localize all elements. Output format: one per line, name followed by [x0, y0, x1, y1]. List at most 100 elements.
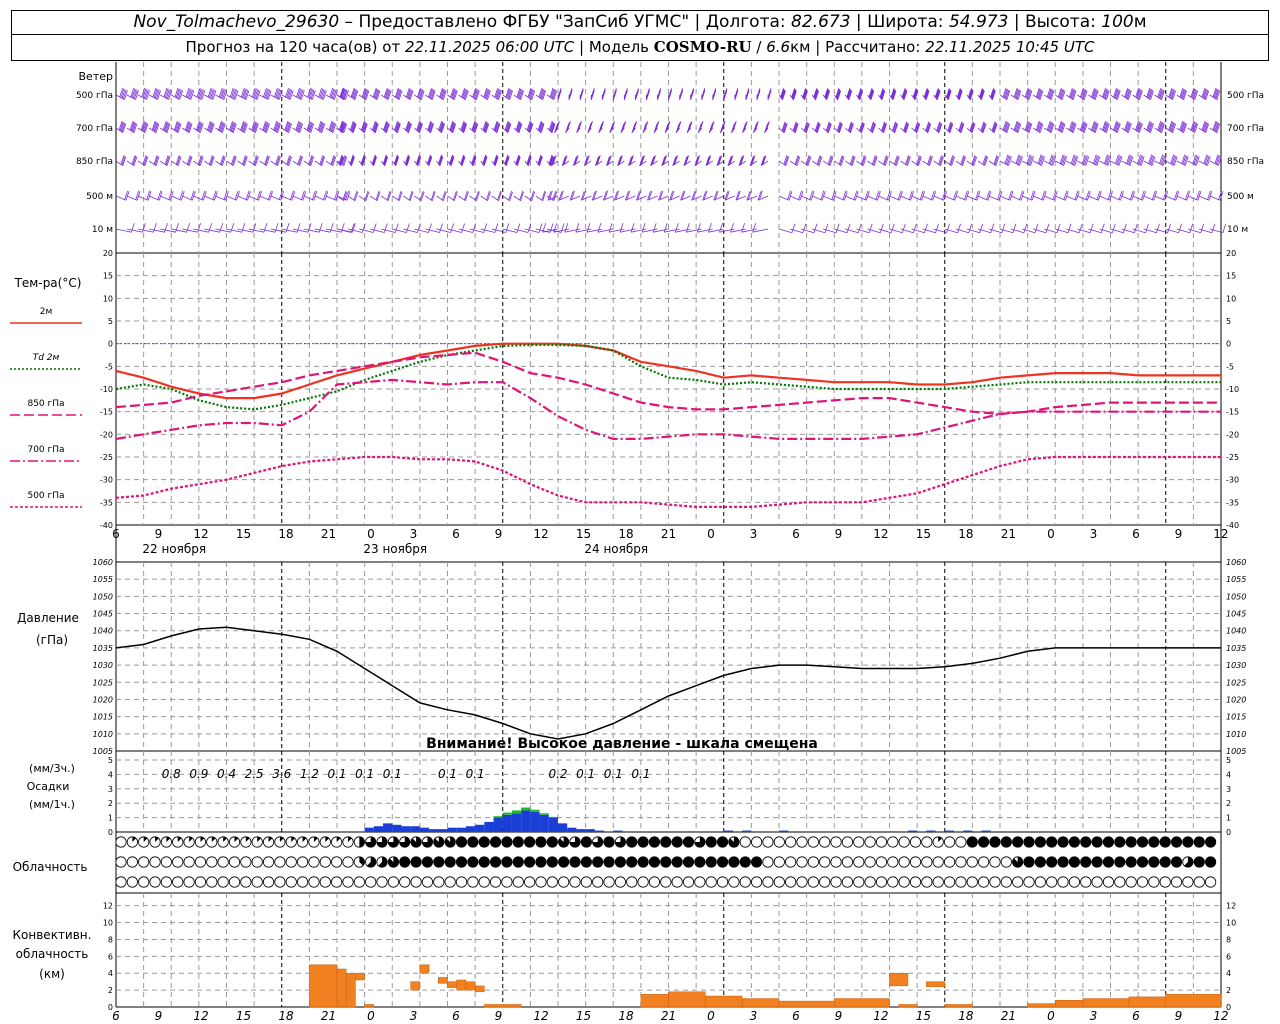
temp-series-line	[115, 342, 1221, 400]
precip-total-label: 3.6	[272, 767, 291, 781]
cloud-circle	[841, 856, 854, 868]
wind-barb	[414, 223, 432, 233]
wind-barb	[708, 121, 715, 134]
cloud-fill	[378, 856, 388, 868]
hour-label: 3	[410, 1009, 418, 1023]
wind-barb	[359, 223, 377, 233]
wind-barb	[1010, 223, 1028, 234]
conv-cloud-bar	[1128, 996, 1166, 1008]
precip-bar	[631, 831, 641, 832]
conv-cloud-bar	[926, 981, 945, 987]
wind-barb	[1010, 154, 1023, 166]
wind-barb	[314, 120, 326, 134]
cloud-circle	[489, 836, 502, 848]
cloud-circle	[1080, 836, 1092, 848]
wind-barb	[336, 190, 348, 202]
cloud-circle	[1068, 856, 1081, 868]
wind-level-label: 500 м	[86, 192, 113, 202]
wind-barb	[944, 88, 952, 101]
precip-bar	[410, 826, 420, 832]
wind-barb	[749, 155, 758, 167]
cloud-circle	[296, 876, 309, 888]
date-label: 24 ноября	[584, 542, 648, 556]
wind-barb	[845, 223, 862, 234]
pressure-tick-label: 1040	[93, 627, 113, 636]
conv-cloud-bar	[419, 964, 430, 974]
temp-tick-label: -25	[1226, 453, 1239, 462]
cloud-circle	[921, 856, 933, 868]
wind-barb	[697, 121, 704, 134]
wind-barb	[800, 88, 808, 101]
wind-barb	[270, 155, 281, 167]
precip-conv-bar	[548, 816, 558, 818]
temp-tick-label: -30	[100, 476, 113, 485]
precip-bar	[944, 830, 954, 832]
cloud-circle	[819, 876, 831, 888]
hour-label: 3	[410, 527, 418, 541]
wind-barb	[580, 190, 592, 201]
hour-label: 18	[958, 527, 973, 541]
cloud-circle	[172, 856, 184, 868]
conv-tick-label: 0	[108, 1003, 113, 1012]
wind-barb	[292, 120, 303, 134]
wind-barb	[226, 87, 239, 100]
cloud-circle	[194, 876, 207, 888]
wind-barb	[546, 190, 558, 202]
wind-barb	[480, 87, 491, 101]
cloud-fill	[189, 836, 193, 842]
cloud-circle	[160, 856, 172, 868]
wind-barb	[553, 223, 570, 233]
wind-barb	[686, 121, 693, 134]
hour-label: 15	[236, 527, 251, 541]
wind-barb	[1021, 154, 1034, 166]
wind-barb	[436, 223, 454, 233]
wind-barb	[358, 120, 368, 134]
wind-barb	[900, 88, 908, 101]
cloud-circle	[546, 876, 558, 888]
wind-barb	[447, 120, 457, 134]
wind-barb	[193, 87, 206, 100]
hour-label: 21	[321, 1009, 336, 1023]
wind-barb	[889, 88, 897, 101]
precip-bar	[889, 831, 899, 832]
conv-cloud-bar	[355, 972, 365, 981]
wind-barb	[565, 121, 571, 134]
precip-bars	[364, 807, 1120, 832]
wind-barb	[844, 88, 853, 101]
pressure-tick-label: 1050	[1226, 592, 1246, 601]
wind-barb	[988, 88, 996, 101]
wind-barb	[458, 190, 469, 202]
wind-barb	[149, 223, 168, 233]
cloud-circle	[1125, 856, 1137, 868]
cloud-circle	[626, 856, 638, 868]
wind-barb	[513, 223, 532, 233]
pressure-tick-label: 1005	[1226, 747, 1246, 756]
wind-barb	[778, 121, 788, 134]
cloud-fill	[694, 836, 706, 848]
cloud-circle	[1057, 836, 1069, 848]
wind-barb	[900, 155, 911, 167]
cloud-circle	[1102, 856, 1115, 868]
wind-barb	[690, 88, 694, 101]
wind-barb	[248, 120, 259, 134]
cloud-circle	[966, 876, 978, 888]
cloud-fill	[592, 836, 603, 848]
wind-barb	[944, 223, 961, 234]
cloud-fill	[388, 836, 399, 848]
wind-barb	[922, 121, 932, 134]
cloud-circle	[966, 856, 978, 868]
wind-barb	[513, 154, 521, 167]
wind-barb	[436, 190, 447, 202]
cloud-circle	[660, 856, 672, 868]
lon-label: Долгота:	[705, 12, 786, 32]
wind-barb	[126, 120, 138, 134]
wind-barb	[757, 190, 769, 201]
wind-barb	[735, 190, 747, 201]
wind-barb	[719, 223, 735, 233]
cloud-fill	[166, 836, 171, 842]
hour-label: 12	[873, 1009, 888, 1023]
cloud-circle	[319, 876, 331, 888]
wind-barb	[625, 190, 636, 201]
wind-barb	[336, 223, 355, 233]
temp-lines	[115, 342, 1221, 508]
